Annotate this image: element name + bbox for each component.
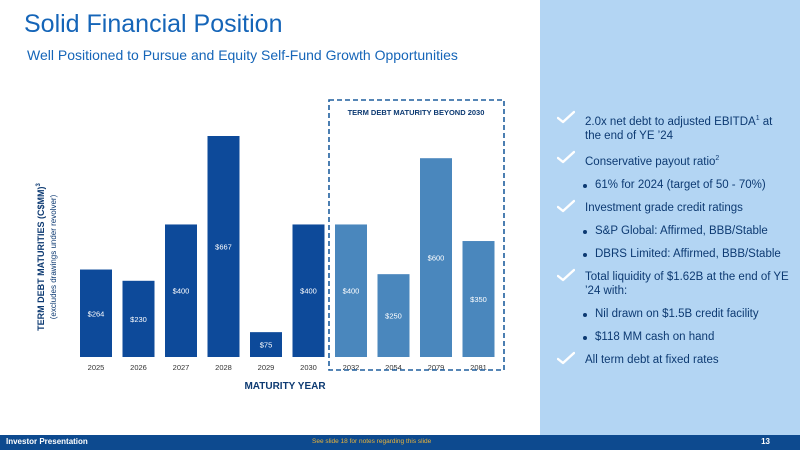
highlight-subitem: 61% for 2024 (target of 50 - 70%) — [555, 178, 790, 192]
bar-value-label-2032: $400 — [343, 287, 360, 296]
bar-value-label-2028: $667 — [215, 243, 232, 252]
highlight-item: 2.0x net debt to adjusted EBITDA1 at the… — [555, 110, 790, 143]
bar-2026 — [122, 280, 155, 357]
y-axis-note: (excludes drawings under revolver) — [49, 194, 58, 319]
highlight-item: Total liquidity of $1.62B at the end of … — [555, 268, 790, 298]
bullet-dot-icon — [583, 335, 587, 340]
highlight-item: All term debt at fixed rates — [555, 351, 790, 367]
y-axis-title: TERM DEBT MATURITIES (C$MM)3 — [36, 183, 46, 331]
x-tick-label-2030: 2030 — [300, 363, 317, 372]
footer-note: See slide 18 for notes regarding this sl… — [312, 438, 432, 445]
bar-value-label-2026: $230 — [130, 315, 147, 324]
x-tick-label-2081: 2081 — [470, 363, 487, 372]
highlight-text: All term debt at fixed rates — [585, 353, 719, 366]
x-axis-title: MATURITY YEAR — [244, 381, 326, 392]
highlight-text: 61% for 2024 (target of 50 - 70%) — [595, 178, 766, 191]
footnote-marker: 2 — [715, 154, 720, 162]
page-subtitle: Well Positioned to Pursue and Equity Sel… — [27, 47, 458, 63]
bullet-dot-icon — [583, 229, 587, 234]
bar-2081 — [462, 241, 495, 357]
x-tick-label-2032: 2032 — [343, 363, 360, 372]
bar-2032 — [335, 224, 367, 357]
x-tick-label-2025: 2025 — [88, 363, 105, 372]
page-number: 13 — [761, 437, 770, 446]
x-tick-label-2079: 2079 — [428, 363, 445, 372]
bar-2054 — [377, 274, 410, 357]
highlights-panel — [540, 0, 800, 435]
beyond-2030-highlight-box — [328, 99, 505, 371]
checkmark-icon — [557, 351, 575, 364]
highlight-subitem: DBRS Limited: Affirmed, BBB/Stable — [555, 247, 790, 261]
bar-2030 — [292, 224, 325, 357]
footnote-marker: 1 — [755, 115, 760, 122]
bar-value-label-2079: $600 — [428, 254, 445, 263]
highlight-subitem: S&P Global: Affirmed, BBB/Stable — [555, 224, 790, 238]
highlight-text: 2.0x net debt to adjusted EBITDA — [585, 115, 756, 128]
highlight-item: Conservative payout ratio2 — [555, 150, 790, 169]
bar-value-label-2081: $350 — [470, 295, 487, 304]
bullet-dot-icon — [583, 252, 587, 257]
footer-title: Investor Presentation — [6, 437, 88, 446]
highlight-text: DBRS Limited: Affirmed, BBB/Stable — [595, 247, 781, 260]
bar-value-label-2025: $264 — [88, 309, 105, 318]
bar-value-label-2029: $75 — [260, 341, 273, 350]
bar-2027 — [165, 224, 197, 357]
x-tick-label-2029: 2029 — [258, 363, 275, 372]
bar-2029 — [250, 332, 282, 357]
bullet-dot-icon — [583, 312, 587, 317]
checkmark-icon — [557, 150, 575, 164]
checkmark-icon — [557, 268, 575, 281]
x-tick-label-2026: 2026 — [130, 363, 147, 372]
bar-2079 — [420, 158, 452, 357]
highlight-text: Conservative payout ratio — [585, 155, 716, 168]
highlight-text: S&P Global: Affirmed, BBB/Stable — [595, 224, 768, 237]
bar-value-label-2030: $400 — [300, 287, 317, 296]
highlight-subitem: $118 MM cash on hand — [555, 330, 790, 344]
highlight-item: Investment grade credit ratings — [555, 199, 790, 215]
highlight-text: Investment grade credit ratings — [585, 201, 743, 214]
term-debt-maturity-chart: $264 2025 $230 2026 $400 2027 $667 2028 $75 2029 $… — [36, 99, 505, 392]
x-tick-label-2027: 2027 — [173, 363, 190, 372]
highlight-text-continued: at the end of YE ’24 — [585, 115, 773, 142]
highlight-text: Nil drawn on $1.5B credit facility — [595, 307, 759, 320]
x-tick-label-2028: 2028 — [215, 363, 232, 372]
highlight-text: Total liquidity of $1.62B at the end of … — [585, 270, 789, 297]
highlight-subitem: Nil drawn on $1.5B credit facility — [555, 307, 790, 321]
bar-value-label-2054: $250 — [385, 312, 402, 321]
checkmark-icon — [557, 110, 575, 124]
highlight-box-label: TERM DEBT MATURITY BEYOND 2030 — [348, 108, 485, 117]
checkmark-icon — [557, 199, 575, 212]
footer-bar: Investor Presentation See slide 18 for n… — [0, 435, 800, 450]
highlights-list: 2.0x net debt to adjusted EBITDA1 at the… — [555, 110, 790, 376]
x-tick-label-2054: 2054 — [385, 363, 402, 372]
bar-2025 — [80, 269, 112, 357]
page-title: Solid Financial Position — [24, 10, 283, 38]
bullet-dot-icon — [583, 183, 587, 188]
bar-2028 — [207, 136, 240, 357]
bar-value-label-2027: $400 — [173, 287, 190, 296]
highlight-text: $118 MM cash on hand — [595, 330, 715, 343]
